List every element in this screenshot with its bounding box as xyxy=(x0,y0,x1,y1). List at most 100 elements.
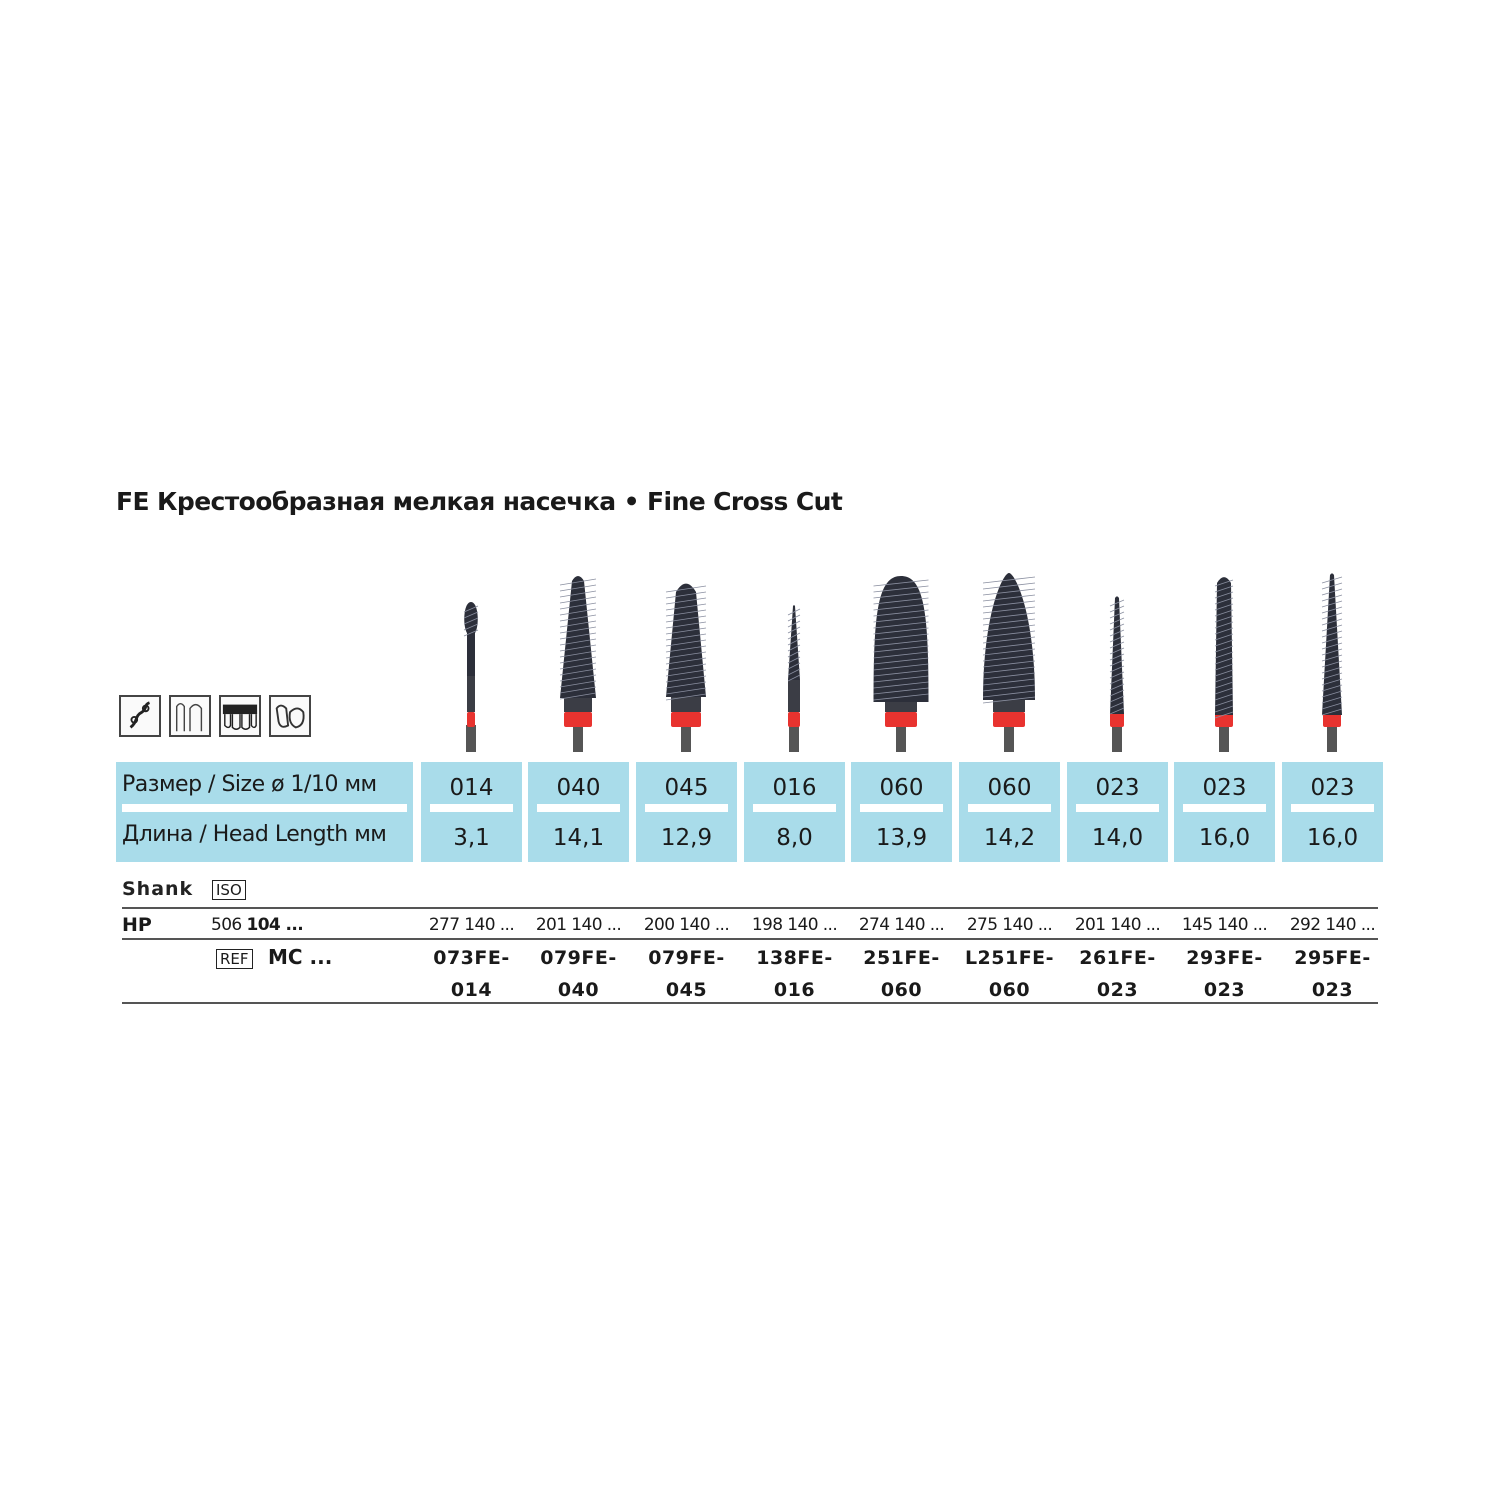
cross-cut-line xyxy=(1321,594,1343,602)
cross-cut-line xyxy=(873,591,929,599)
cross-cut-line xyxy=(787,626,801,634)
cross-cut-line xyxy=(873,621,929,629)
orthodontic-appliance-icon xyxy=(119,695,161,737)
cross-cut-line xyxy=(873,663,929,671)
bur-shank xyxy=(681,725,691,752)
cross-cut-line xyxy=(1321,582,1343,590)
cross-cut-line xyxy=(787,668,801,676)
cross-cut-line xyxy=(982,576,1036,584)
cross-cut-line xyxy=(665,603,707,611)
cross-cut-line xyxy=(559,674,597,682)
cross-cut-line xyxy=(873,633,929,641)
cross-cut-line xyxy=(787,674,801,682)
cross-cut-line xyxy=(982,648,1036,656)
cross-cut-line xyxy=(665,597,707,605)
hp-number: 275 140 ... xyxy=(966,915,1053,935)
head-length-value: 16,0 xyxy=(1198,825,1251,851)
cross-cut-line xyxy=(1214,675,1234,683)
cross-cut-line xyxy=(1321,576,1343,584)
cross-cut-line xyxy=(873,693,929,701)
cross-cut-line xyxy=(1214,603,1234,611)
bur-neck xyxy=(564,698,592,712)
bur-neck xyxy=(993,700,1025,712)
cross-cut-line xyxy=(1109,641,1125,649)
hp-number: 201 140 ... xyxy=(1074,915,1161,935)
divider xyxy=(968,804,1051,812)
bur-shank xyxy=(573,725,583,752)
cross-cut-line xyxy=(1109,647,1125,655)
color-ring xyxy=(564,712,592,727)
cross-cut-line xyxy=(982,630,1036,638)
hp-number: 201 140 ... xyxy=(535,915,622,935)
ref-line-2: 023 xyxy=(1096,979,1139,1001)
cross-cut-line xyxy=(1214,627,1234,635)
bur-image xyxy=(1214,577,1234,752)
divider xyxy=(645,804,728,812)
shank-label: Shank xyxy=(122,878,194,900)
cross-cut-line xyxy=(873,597,929,605)
cross-cut-line xyxy=(665,639,707,647)
bur-image xyxy=(559,576,597,752)
bur-shank xyxy=(1327,725,1337,752)
ref-number: 138FE- 016 xyxy=(744,942,845,1006)
iso-badge: ISO xyxy=(212,880,246,900)
size-column-cell: 060 14,2 xyxy=(959,762,1060,862)
color-ring xyxy=(993,712,1025,727)
cross-cut-line xyxy=(665,645,707,653)
cross-cut-line xyxy=(982,612,1036,620)
head-length-value: 14,2 xyxy=(983,825,1036,851)
cross-cut-line xyxy=(559,680,597,688)
cross-cut-line xyxy=(1321,642,1343,650)
cross-cut-line xyxy=(559,638,597,646)
bur-head xyxy=(788,605,800,680)
cross-cut-line xyxy=(559,578,597,586)
cross-cut-line xyxy=(982,594,1036,602)
cross-cut-line xyxy=(1109,617,1125,625)
divider xyxy=(122,1002,1378,1004)
cross-cut-line xyxy=(982,666,1036,674)
cross-cut-line xyxy=(982,624,1036,632)
cross-cut-line xyxy=(1321,618,1343,626)
cross-cut-line xyxy=(1321,630,1343,638)
cross-cut-line xyxy=(665,609,707,617)
head-length-value: 8,0 xyxy=(776,825,813,851)
cross-cut-line xyxy=(1109,677,1125,685)
size-column-cell: 040 14,1 xyxy=(528,762,629,862)
bur-image xyxy=(1109,596,1125,752)
cross-cut-line xyxy=(873,657,929,665)
cross-cut-line xyxy=(982,672,1036,680)
cross-cut-line xyxy=(787,656,801,664)
ref-line-2: 060 xyxy=(988,979,1031,1001)
cross-cut-line xyxy=(1214,699,1234,707)
cross-cut-line xyxy=(1321,690,1343,698)
cross-cut-line xyxy=(1109,629,1125,637)
cross-cut-line xyxy=(787,644,801,652)
cross-cut-line xyxy=(1321,666,1343,674)
hp-label: HP xyxy=(122,914,152,936)
size-value: 023 xyxy=(1095,775,1140,801)
cross-cut-line xyxy=(982,636,1036,644)
cross-cut-line xyxy=(1214,687,1234,695)
bur-head xyxy=(1215,577,1233,715)
ref-line-1: 079FE- xyxy=(540,947,617,969)
hp-number: 277 140 ... xyxy=(428,915,515,935)
cross-cut-line xyxy=(1214,657,1234,665)
divider xyxy=(860,804,943,812)
cross-cut-line xyxy=(1109,635,1125,643)
bur-image xyxy=(982,573,1036,752)
cross-cut-line xyxy=(1109,707,1125,715)
length-label: Длина / Head Length мм xyxy=(122,822,387,847)
cross-cut-line xyxy=(1321,708,1343,716)
size-column-cell: 016 8,0 xyxy=(744,762,845,862)
cross-cut-line xyxy=(1214,621,1234,629)
head-length-value: 14,1 xyxy=(552,825,605,851)
cross-cut-line xyxy=(1109,653,1125,661)
bur-image xyxy=(873,576,929,752)
bur-shank xyxy=(1004,725,1014,752)
size-column-cell: 023 16,0 xyxy=(1282,762,1383,862)
cross-cut-line xyxy=(665,651,707,659)
cross-cut-line xyxy=(873,639,929,647)
cross-cut-line xyxy=(665,627,707,635)
cross-cut-line xyxy=(1321,612,1343,620)
